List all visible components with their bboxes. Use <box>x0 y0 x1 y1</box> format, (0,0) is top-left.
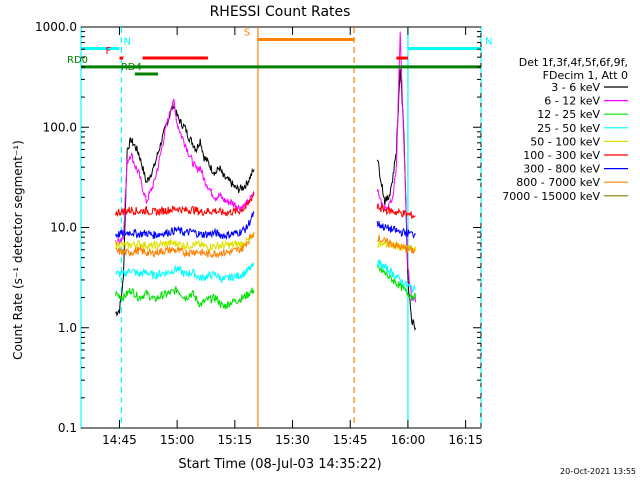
x-tick-label: 15:00 <box>160 433 195 447</box>
plot-border <box>80 26 482 429</box>
series-line-50-100-kev <box>115 233 255 252</box>
x-tick-label: 16:00 <box>391 433 426 447</box>
x-tick-label: 16:15 <box>448 433 483 447</box>
x-tick-label: 15:45 <box>333 433 368 447</box>
series-line-25-50-kev <box>115 262 255 285</box>
axis-ticks: 14:45 15:00 15:15 15:30 15:45 16:00 16:15 1000.… <box>35 20 483 447</box>
y-axis-label: Count Rate (s⁻¹ detector segment⁻¹) <box>11 140 25 360</box>
time-markers <box>80 27 482 428</box>
flag-label: RD4 <box>121 62 142 73</box>
y-tick-label: 0.1 <box>58 421 77 435</box>
legend-label: 6 - 12 keV <box>544 95 600 108</box>
y-tick-label: 100.0 <box>43 120 77 134</box>
legend-label: 12 - 25 keV <box>537 108 600 121</box>
flag-label: F <box>105 46 111 57</box>
legend-label: 25 - 50 keV <box>537 122 600 135</box>
series-group <box>115 31 417 331</box>
flag-label: RD0 <box>67 55 88 66</box>
series-line-100-300-kev <box>376 203 416 219</box>
series-line-800-7000-kev <box>115 232 255 259</box>
timestamp: 20-Oct-2021 13:55 <box>560 467 636 476</box>
legend-label: 300 - 800 keV <box>523 163 600 176</box>
series-line-6-12-kev <box>376 31 417 303</box>
legend-label: 7000 - 15000 keV <box>502 190 600 203</box>
flag-label: N <box>485 37 492 48</box>
legend: Det 1f,3f,4f,5f,6f,9f,FDecim 1, Att 03 -… <box>502 56 628 203</box>
x-tick-label: 14:45 <box>102 433 137 447</box>
x-tick-label: 15:30 <box>275 433 310 447</box>
legend-header: FDecim 1, Att 0 <box>543 69 628 82</box>
chart-title: RHESSI Count Rates <box>210 4 351 20</box>
legend-label: 100 - 300 keV <box>523 149 600 162</box>
x-axis-label: Start Time (08-Jul-03 14:35:22) <box>178 457 381 472</box>
series-line-800-7000-kev <box>377 234 416 255</box>
x-tick-label: 15:15 <box>218 433 253 447</box>
series-line-3-6-kev <box>115 102 255 317</box>
flag-bars: N N F RD0 RD4 S <box>67 28 492 76</box>
legend-header: Det 1f,3f,4f,5f,6f,9f, <box>519 56 628 69</box>
series-line-6-12-kev <box>115 97 255 246</box>
legend-label: 800 - 7000 keV <box>516 176 600 189</box>
y-tick-label: 1000.0 <box>35 20 77 34</box>
series-line-12-25-kev <box>376 264 417 301</box>
y-tick-label: 1.0 <box>58 321 77 335</box>
legend-label: 50 - 100 keV <box>530 135 600 148</box>
plot-frame <box>80 26 482 429</box>
series-line-300-800-kev <box>376 220 417 240</box>
series-line-3-6-kev <box>376 68 417 331</box>
series-line-100-300-kev <box>115 193 255 218</box>
series-line-300-800-kev <box>115 210 255 240</box>
series-line-25-50-kev <box>376 258 416 294</box>
flag-label: S <box>244 28 250 39</box>
legend-label: 3 - 6 keV <box>551 81 600 94</box>
flag-label: N <box>123 37 130 48</box>
y-tick-label: 10.0 <box>50 221 77 235</box>
series-line-12-25-kev <box>115 286 255 310</box>
